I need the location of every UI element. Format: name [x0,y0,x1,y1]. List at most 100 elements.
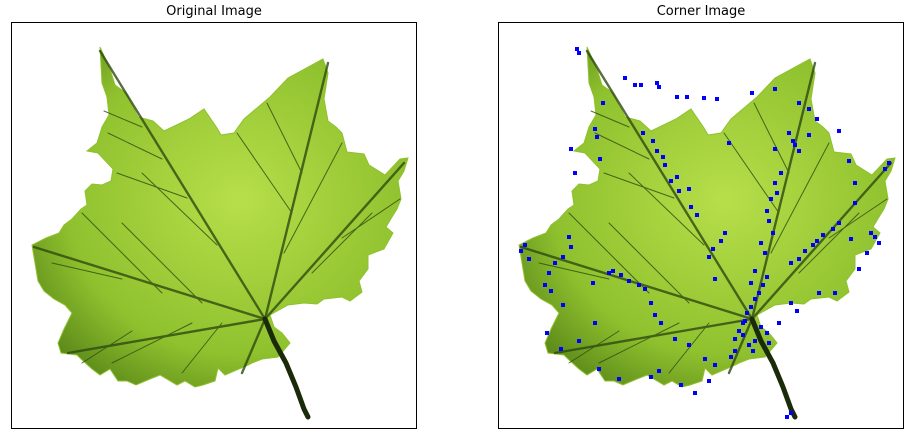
corner-point-marker [597,367,601,371]
corner-point-marker [677,189,681,193]
leaf-vein [283,142,343,254]
leaf-vein [32,245,267,321]
leaf-blade [518,46,896,388]
leaf-vein [603,172,675,199]
corner-point-marker [775,191,779,195]
corner-point-marker [759,325,763,329]
corner-point-marker [595,135,599,139]
corner-point-marker [747,343,751,347]
corner-point-marker [649,301,653,305]
corner-point-marker [853,201,857,205]
corner-point-marker [815,239,819,243]
corner-point-marker [745,311,749,315]
corner-point-marker [803,249,807,253]
corner-point-marker [765,275,769,279]
leaf-vein [568,330,620,364]
corner-point-marker [685,95,689,99]
corner-point-marker [643,287,647,291]
leaf-vein [585,49,754,321]
corner-point-marker [703,357,707,361]
leaf-vein [103,110,143,128]
leaf-vein [750,61,817,321]
corner-point-marker [545,331,549,335]
corner-point-marker [659,321,663,325]
corner-point-marker [593,127,597,131]
corner-point-marker [733,337,737,341]
corner-point-marker [617,377,621,381]
corner-image-frame [498,22,904,429]
leaf-vein [107,132,163,160]
corner-point-marker [567,235,571,239]
leaf-vein [121,222,203,304]
corner-point-marker [633,83,637,87]
panel-title-original: Original Image [166,4,262,19]
corner-point-marker [569,245,573,249]
leaf-stem [262,316,311,420]
corner-point-marker [765,331,769,335]
corner-point-marker [669,179,673,183]
corner-point-marker [549,289,553,293]
leaf-stem [749,316,798,420]
corner-point-marker [663,163,667,167]
corner-point-marker [777,321,781,325]
corner-point-marker [593,321,597,325]
leaf-vein [98,49,267,321]
original-image-frame [11,22,417,429]
leaf-vein [51,262,123,280]
corner-point-marker [649,375,653,379]
corner-point-marker [655,81,659,85]
leaf-veins [519,49,893,375]
panel-title-corner: Corner Image [656,4,746,19]
corner-point-marker [769,197,773,201]
leaf-vein [236,132,293,214]
corner-point-marker [751,349,755,353]
leaf-vein [594,132,650,160]
corner-point-marker [797,101,801,105]
corner-point-marker [607,271,611,275]
leaf-vein [141,172,218,246]
corner-point-marker [757,291,761,295]
corner-point-marker [689,205,693,209]
leaf-vein [311,212,373,274]
corner-point-marker [547,271,551,275]
corner-point-marker [767,341,771,345]
corner-point-marker [753,269,757,273]
corner-point-marker [797,257,801,261]
corner-point-marker [837,221,841,225]
corner-point-marker [761,283,765,287]
corner-point-marker [763,251,767,255]
corner-point-marker [753,339,757,343]
corner-point-marker [675,175,679,179]
corner-point-marker [733,349,737,353]
corner-point-marker [749,305,753,309]
corner-point-marker [779,171,783,175]
leaf-vein [753,102,790,174]
corner-point-marker [673,337,677,341]
corner-point-marker [619,273,623,277]
corner-point-marker [543,283,547,287]
corner-point-marker [787,131,791,135]
corner-point-marker [639,83,643,87]
corner-point-marker [797,149,801,153]
leaf-vein [770,142,830,254]
leaf-vein [590,110,630,128]
corner-point-marker [741,321,745,325]
corner-point-marker [711,247,715,251]
corner-point-marker [661,155,665,159]
corner-point-marker [741,333,745,337]
corner-point-marker [815,117,819,121]
corner-point-marker [865,251,869,255]
leaf-vein [81,212,163,294]
corner-point-marker [702,96,706,100]
leaf-vein [568,212,650,294]
leaf-vein [608,222,690,304]
corner-point-marker [627,279,631,283]
leaf-vein [116,172,188,199]
corner-point-marker [773,181,777,185]
corner-point-marker [773,147,777,151]
leaf-vein [266,102,303,174]
original-leaf-image [31,46,409,420]
corner-point-marker [519,249,523,253]
corner-point-marker [707,255,711,259]
corner-point-marker [753,297,757,301]
